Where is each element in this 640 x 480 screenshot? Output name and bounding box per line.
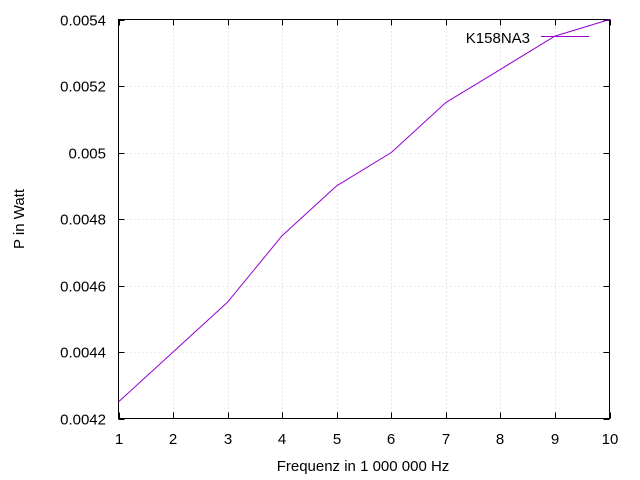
x-axis-tick-labels: 1 2 3 4 5 6 7 8 9 10 bbox=[115, 431, 619, 448]
grid-lines bbox=[118, 19, 610, 419]
y-tick-label: 0.0048 bbox=[60, 212, 106, 229]
y-tick-label: 0.0046 bbox=[60, 279, 106, 296]
y-tick-label: 0.0052 bbox=[60, 79, 106, 96]
y-tick-label: 0.0042 bbox=[60, 412, 106, 429]
x-tick-label: 7 bbox=[442, 431, 450, 448]
y-tick-label: 0.0054 bbox=[60, 13, 106, 30]
series-lines bbox=[118, 19, 610, 403]
plot-area-border bbox=[118, 19, 610, 419]
legend: K158NA3 bbox=[466, 30, 589, 47]
x-axis-title: Frequenz in 1 000 000 Hz bbox=[277, 458, 450, 475]
x-tick-label: 2 bbox=[169, 431, 177, 448]
x-tick-label: 8 bbox=[496, 431, 504, 448]
y-axis-title: P in Watt bbox=[11, 188, 28, 249]
legend-label: K158NA3 bbox=[466, 30, 530, 47]
x-tick-label: 10 bbox=[602, 431, 619, 448]
x-tick-label: 5 bbox=[333, 431, 341, 448]
x-tick-label: 4 bbox=[278, 431, 286, 448]
x-tick-label: 3 bbox=[224, 431, 232, 448]
x-tick-label: 9 bbox=[551, 431, 559, 448]
x-tick-label: 6 bbox=[387, 431, 395, 448]
y-axis-tick-labels: 0.0042 0.0044 0.0046 0.0048 0.005 0.0052 0.005… bbox=[60, 13, 106, 429]
series-line bbox=[118, 19, 610, 403]
y-tick-label: 0.0044 bbox=[60, 345, 106, 362]
y-tick-label: 0.005 bbox=[68, 146, 106, 163]
axis-ticks bbox=[118, 19, 611, 420]
x-tick-label: 1 bbox=[115, 431, 123, 448]
